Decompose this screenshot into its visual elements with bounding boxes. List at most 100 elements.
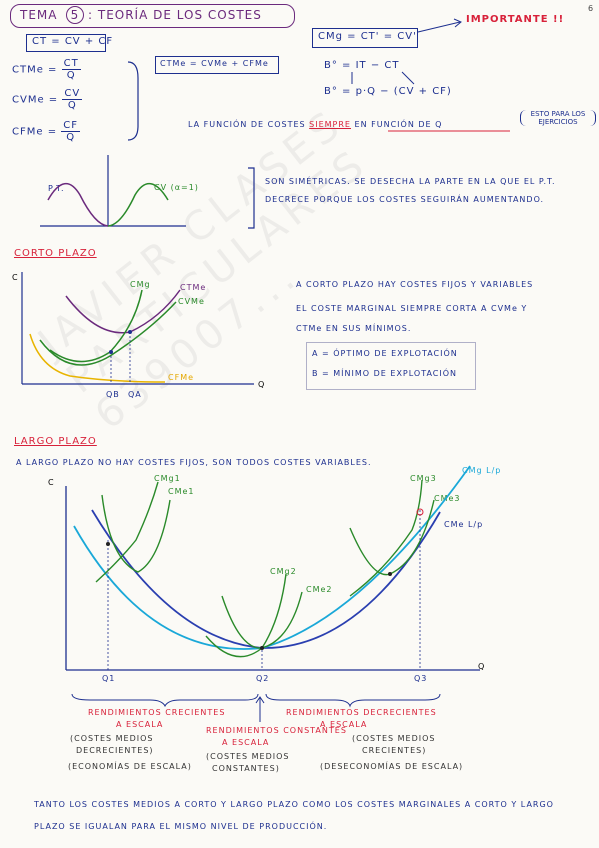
q3-label: Q3 [414, 674, 428, 683]
tema-number: 5 [66, 6, 84, 24]
costes-medios-dec-1: (COSTES MEDIOS [70, 734, 154, 743]
corto-axis-c: C [12, 273, 19, 282]
largo-chart [65, 465, 480, 722]
ctme-formula: CTMe = CT Q [12, 58, 81, 81]
funcion-pre: LA FUNCIÓN DE COSTES [188, 120, 306, 129]
largo-point-3b [416, 508, 424, 516]
ctme-sum-formula: CTMe = CVMe + CFMe [160, 59, 269, 68]
corto-ab-box [306, 342, 476, 390]
largo-axis-c: C [48, 478, 55, 487]
ctme-den: Q [66, 70, 76, 81]
a-label: A = ÓPTIMO DE EXPLOTACIÓN [312, 349, 458, 358]
largo-cme2 [221, 591, 303, 649]
q1-label: Q1 [102, 674, 116, 683]
largo-subtitle: A LARGO PLAZO NO HAY COSTES FIJOS, SON T… [16, 458, 372, 467]
corto-ctme-label: CTMe [180, 283, 207, 292]
largo-cme3 [349, 499, 435, 576]
rend-const-2: A ESCALA [222, 738, 270, 747]
rend-const-1: RENDIMIENTOS CONSTANTES [206, 726, 347, 735]
largo-point-1 [106, 542, 110, 546]
footer-line-1: TANTO LOS COSTES MEDIOS A CORTO Y LARGO … [34, 800, 554, 809]
largo-cmg1 [95, 481, 159, 583]
corto-point-b [109, 350, 113, 354]
corto-cfme-curve [29, 333, 166, 383]
largo-arrow-q2-head [255, 696, 265, 704]
funcion-post: EN FUNCIÓN DE Q [354, 120, 443, 129]
rend-dec-2: A ESCALA [320, 720, 368, 729]
rend-crec-1: RENDIMIENTOS CRECIENTES [88, 708, 226, 717]
cv-label: CV (α=1) [154, 183, 199, 192]
corto-plazo-heading: CORTO PLAZO [14, 248, 97, 259]
corto-point-a [128, 330, 132, 334]
largo-point-3 [388, 572, 392, 576]
cmg2-label: CMg2 [270, 567, 297, 576]
corto-text-3: CTMe EN SUS MÍNIMOS. [296, 324, 412, 333]
cvme-num: CV [62, 88, 83, 100]
ctme-left: CTMe = [12, 64, 58, 76]
largo-point-2 [260, 646, 264, 650]
corto-cvme-label: CVMe [178, 297, 205, 306]
cme1-label: CMe1 [168, 487, 195, 496]
funcion-siempre: SIEMPRE [309, 120, 351, 129]
cmg3-label: CMg3 [410, 474, 437, 483]
corto-ctme-curve [65, 289, 181, 334]
rend-dec-1: RENDIMIENTOS DECRECIENTES [286, 708, 437, 717]
importante-arrow-head [453, 18, 462, 28]
b-arrow-2 [401, 71, 415, 85]
corto-qa-label: QA [128, 390, 142, 399]
corto-cmg-curve [49, 289, 143, 363]
ct-box [26, 34, 106, 52]
cvme-formula: CVMe = CV Q [12, 88, 83, 111]
corto-cfme-label: CFMe [168, 373, 195, 382]
corto-qb-label: QB [106, 390, 120, 399]
economias: (ECONOMÍAS DE ESCALA) [68, 762, 192, 771]
q2-label: Q2 [256, 674, 270, 683]
costes-medios-const-2: CONSTANTES) [212, 764, 280, 773]
tema-title: : TEORÍA DE LOS COSTES [88, 8, 262, 22]
importante-arrow [417, 21, 461, 33]
cvme-den: Q [67, 100, 77, 111]
largo-plazo-heading: LARGO PLAZO [14, 436, 97, 447]
sym-chart [40, 155, 255, 229]
costes-medios-dec-2: DECRECIENTES) [76, 746, 154, 755]
largo-cmg3 [349, 479, 423, 597]
beneficio-formula-2: B° = p·Q − (CV + CF) [324, 86, 452, 97]
ctme-sum-box [155, 56, 279, 74]
cfme-formula: CFMe = CF Q [12, 120, 80, 143]
cmg-lp-label: CMg L/p [462, 466, 502, 475]
cvme-left: CVMe = [12, 94, 59, 106]
beneficio-formula-1: B° = IT − CT [324, 60, 400, 71]
sym-pt-curve [47, 183, 109, 227]
cmg-formula: CMg = CT' = CV' [318, 31, 417, 42]
corto-cvme-curve [39, 301, 177, 366]
ctme-num: CT [61, 58, 81, 70]
cmg-box [312, 28, 418, 48]
corto-text-2: EL COSTE MARGINAL SIEMPRE CORTA A CVMe Y [296, 304, 528, 313]
b-label: B = MÍNIMO DE EXPLOTACIÓN [312, 369, 458, 378]
corto-chart [21, 272, 254, 385]
largo-cme1 [101, 494, 171, 573]
tema-label: TEMA [20, 8, 58, 22]
ct-formula: CT = CV + CF [32, 36, 114, 47]
largo-axis-q: Q [478, 662, 486, 671]
cme-lp-label: CMe L/p [444, 520, 484, 529]
cfme-den: Q [66, 132, 76, 143]
costes-medios-crec-2: CRECIENTES) [362, 746, 427, 755]
deseconomias: (DESECONOMÍAS DE ESCALA) [320, 762, 464, 771]
funcion-costes-text: LA FUNCIÓN DE COSTES SIEMPRE EN FUNCIÓN … [188, 120, 442, 129]
largo-brace-left [71, 693, 259, 708]
sym-cv-curve [107, 183, 169, 227]
corto-axis-q: Q [258, 380, 266, 389]
costes-medios-crec-1: (COSTES MEDIOS [352, 734, 436, 743]
cmg1-label: CMg1 [154, 474, 181, 483]
title-box [10, 4, 295, 28]
footer-line-2: PLAZO SE IGUALAN PARA EL MISMO NIVEL DE … [34, 822, 328, 831]
largo-brace-right [265, 693, 441, 708]
corto-cmg-label: CMg [130, 280, 151, 289]
sym-text-2: DECRECE PORQUE LOS COSTES SEGUIRÁN AUMEN… [265, 195, 545, 204]
sym-bracket [248, 167, 255, 229]
formula-bracket [127, 61, 139, 141]
sym-text-1: SON SIMÉTRICAS. SE DESECHA LA PARTE EN L… [265, 177, 556, 186]
esto-para-note: ESTO PARA LOS EJERCICIOS [520, 110, 596, 126]
